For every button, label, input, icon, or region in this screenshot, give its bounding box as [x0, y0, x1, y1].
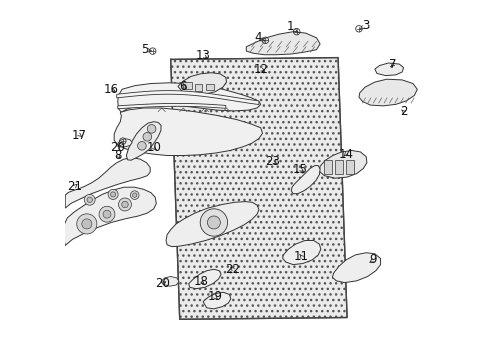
Circle shape [142, 132, 151, 141]
Text: 5: 5 [141, 43, 151, 56]
Circle shape [77, 214, 97, 234]
Circle shape [87, 197, 92, 202]
Circle shape [132, 193, 137, 197]
Text: 14: 14 [338, 148, 353, 161]
Bar [346, 160, 353, 174]
Text: 2: 2 [399, 105, 407, 118]
Circle shape [108, 189, 118, 199]
Text: 10: 10 [146, 141, 161, 154]
Text: 20: 20 [110, 141, 125, 154]
Text: 20: 20 [155, 277, 169, 290]
Polygon shape [126, 122, 161, 160]
Text: 1: 1 [286, 20, 297, 33]
Circle shape [84, 194, 95, 205]
Polygon shape [374, 63, 403, 76]
Text: 18: 18 [193, 275, 208, 288]
Bar [183, 82, 192, 89]
Polygon shape [178, 73, 226, 94]
Bar [324, 160, 332, 174]
Polygon shape [118, 103, 225, 109]
Polygon shape [118, 139, 132, 147]
Polygon shape [291, 166, 320, 194]
Circle shape [122, 201, 128, 208]
Polygon shape [64, 187, 156, 246]
Circle shape [110, 192, 115, 197]
Text: 17: 17 [72, 129, 87, 141]
Polygon shape [282, 240, 320, 265]
Polygon shape [188, 269, 221, 289]
Bar [205, 84, 213, 90]
Text: 23: 23 [264, 155, 280, 168]
Text: 7: 7 [388, 58, 396, 71]
Text: 22: 22 [225, 263, 240, 276]
Circle shape [99, 206, 115, 222]
Polygon shape [358, 79, 416, 106]
Text: 12: 12 [253, 63, 267, 76]
Circle shape [200, 209, 227, 236]
Text: 6: 6 [179, 80, 187, 93]
Text: 9: 9 [369, 253, 376, 266]
Text: 4: 4 [254, 31, 264, 44]
Circle shape [118, 198, 131, 211]
Polygon shape [117, 91, 258, 104]
Bar [335, 160, 343, 174]
Circle shape [81, 219, 92, 229]
Circle shape [207, 216, 220, 229]
Text: 13: 13 [195, 49, 210, 62]
Polygon shape [170, 58, 346, 319]
Polygon shape [332, 253, 380, 283]
Polygon shape [203, 292, 230, 309]
Polygon shape [118, 83, 260, 112]
Text: 8: 8 [114, 149, 121, 162]
Polygon shape [114, 108, 262, 156]
Circle shape [137, 141, 146, 150]
Circle shape [130, 191, 139, 199]
Text: 3: 3 [359, 19, 369, 32]
Circle shape [147, 125, 156, 133]
Polygon shape [65, 158, 150, 208]
Text: 15: 15 [292, 163, 307, 176]
Text: 19: 19 [207, 291, 222, 303]
Bar [194, 84, 202, 91]
Polygon shape [166, 202, 258, 247]
Polygon shape [161, 276, 179, 286]
Text: 21: 21 [67, 180, 82, 193]
Text: 16: 16 [103, 83, 119, 96]
Polygon shape [246, 32, 320, 55]
Polygon shape [319, 150, 366, 178]
Circle shape [103, 210, 111, 218]
Text: 11: 11 [293, 250, 308, 263]
